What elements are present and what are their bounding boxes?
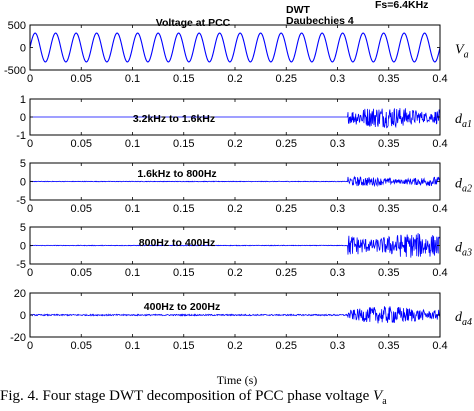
caption-subscript: a xyxy=(382,396,387,407)
x-tick-label: 0.05 xyxy=(71,203,92,215)
x-tick-label: 0.05 xyxy=(71,138,92,150)
panel-annotation: Fs=6.4KHz xyxy=(375,0,428,11)
figure-caption: Fig. 4. Four stage DWT decomposition of … xyxy=(0,388,474,411)
y-tick-label: 500 xyxy=(8,20,26,32)
signal-line-5 xyxy=(29,306,441,324)
panel-5: 0 0.05 0.1 0.15 0.2 0.25 0.3 0.35 0.4200-20400Hz… xyxy=(10,288,472,352)
x-tick-label: 0.2 xyxy=(227,267,242,279)
caption-symbol: V xyxy=(373,388,383,404)
series-label-subscript: a3 xyxy=(462,248,472,259)
x-tick-label: 0.4 xyxy=(432,340,447,352)
x-tick-label: 0 xyxy=(27,73,33,85)
x-tick-label: 0.15 xyxy=(173,267,194,279)
panel-annotation: Daubechies 4 xyxy=(286,15,354,27)
x-tick-label: 0.35 xyxy=(378,267,399,279)
series-label-subscript: a1 xyxy=(462,119,472,130)
x-tick-label: 0.4 xyxy=(432,267,447,279)
x-tick-label: 0.15 xyxy=(173,340,194,352)
panel-annotation: DWT xyxy=(286,4,310,16)
y-tick-label: 0 xyxy=(20,177,26,189)
panel-annotation: 1.6kHz to 800Hz xyxy=(137,168,216,180)
y-tick-label: -5 xyxy=(16,259,26,271)
y-tick-label: -20 xyxy=(10,332,26,344)
x-tick-label: 0.1 xyxy=(125,138,140,150)
x-tick-label: 0.4 xyxy=(432,138,447,150)
x-tick-label: 0.25 xyxy=(276,138,297,150)
panel-annotation: 3.2kHz to 1.6kHz xyxy=(133,113,215,125)
x-tick-label: 0.1 xyxy=(125,73,140,85)
signal-line-1 xyxy=(29,32,441,63)
caption-text: Fig. 4. Four stage DWT decomposition of … xyxy=(0,388,374,404)
x-tick-label: 0.3 xyxy=(330,73,345,85)
x-tick-label: 0.25 xyxy=(276,203,297,215)
y-tick-label: 0 xyxy=(20,43,26,55)
x-tick-label: 0.35 xyxy=(378,203,399,215)
x-tick-label: 0.25 xyxy=(276,73,297,85)
signal-line-4 xyxy=(29,233,441,258)
signal-line-2 xyxy=(30,108,441,129)
x-tick-label: 0.2 xyxy=(227,203,242,215)
panel-annotation: Voltage at PCC xyxy=(156,17,231,29)
x-tick-label: 0 xyxy=(27,340,33,352)
y-tick-label: 20 xyxy=(14,288,26,300)
y-tick-label: 0 xyxy=(20,112,26,124)
y-tick-label: -1 xyxy=(16,130,26,142)
x-tick-label: 0 xyxy=(27,138,33,150)
series-label-4: da3 xyxy=(455,241,472,259)
x-tick-label: 0.05 xyxy=(71,267,92,279)
y-tick-label: 5 xyxy=(20,222,26,234)
x-tick-label: 0.4 xyxy=(432,203,447,215)
x-tick-label: 0.3 xyxy=(330,267,345,279)
series-label-subscript: a xyxy=(464,50,469,61)
x-tick-label: 0.35 xyxy=(378,73,399,85)
x-tick-label: 0 xyxy=(27,203,33,215)
series-label-subscript: a2 xyxy=(462,184,472,195)
x-tick-label: 0.2 xyxy=(227,138,242,150)
series-label-1: Va xyxy=(455,43,469,61)
panel-1: 0 0.05 0.1 0.15 0.2 0.25 0.3 0.35 0.45000-500Vol… xyxy=(4,0,469,85)
x-tick-label: 0.25 xyxy=(276,340,297,352)
y-tick-label: 1 xyxy=(20,94,26,106)
y-tick-label: 0 xyxy=(20,241,26,253)
panel-3: 0 0.05 0.1 0.15 0.2 0.25 0.3 0.35 0.450-51.6kHz … xyxy=(16,158,472,215)
x-tick-label: 0.15 xyxy=(173,73,194,85)
panel-2: 0 0.05 0.1 0.15 0.2 0.25 0.3 0.35 0.410-13.2kHz … xyxy=(16,94,472,150)
panel-annotation: 400Hz to 200Hz xyxy=(144,301,220,313)
x-tick-label: 0.1 xyxy=(125,203,140,215)
x-tick-label: 0.3 xyxy=(330,340,345,352)
x-tick-label: 0.2 xyxy=(227,340,242,352)
x-tick-label: 0.4 xyxy=(432,73,447,85)
x-tick-label: 0 xyxy=(27,267,33,279)
x-tick-label: 0.2 xyxy=(227,73,242,85)
x-tick-label: 0.35 xyxy=(378,340,399,352)
x-tick-label: 0.1 xyxy=(125,340,140,352)
x-tick-label: 0.3 xyxy=(330,138,345,150)
x-axis-label: Time (s) xyxy=(217,373,258,387)
x-tick-label: 0.05 xyxy=(71,73,92,85)
x-tick-label: 0.25 xyxy=(276,267,297,279)
x-tick-label: 0.15 xyxy=(173,203,194,215)
y-tick-label: 0 xyxy=(20,310,26,322)
panel-annotation: 800Hz to 400Hz xyxy=(139,237,215,249)
series-label-2: da1 xyxy=(455,112,472,130)
series-label-5: da4 xyxy=(455,310,472,328)
signal-line-3 xyxy=(29,175,441,188)
dwt-figure: Time (s) 0 0.05 0.1 0.15 0.2 0.25 0.3 0.35 0.450… xyxy=(4,0,472,387)
y-tick-label: 5 xyxy=(20,158,26,170)
y-tick-label: -500 xyxy=(4,65,26,77)
series-label-subscript: a4 xyxy=(462,317,472,328)
x-tick-label: 0.1 xyxy=(125,267,140,279)
y-tick-label: -5 xyxy=(16,195,26,207)
x-tick-label: 0.3 xyxy=(330,203,345,215)
x-tick-label: 0.15 xyxy=(173,138,194,150)
series-label-3: da2 xyxy=(455,177,472,195)
x-tick-label: 0.05 xyxy=(71,340,92,352)
x-tick-label: 0.35 xyxy=(378,138,399,150)
